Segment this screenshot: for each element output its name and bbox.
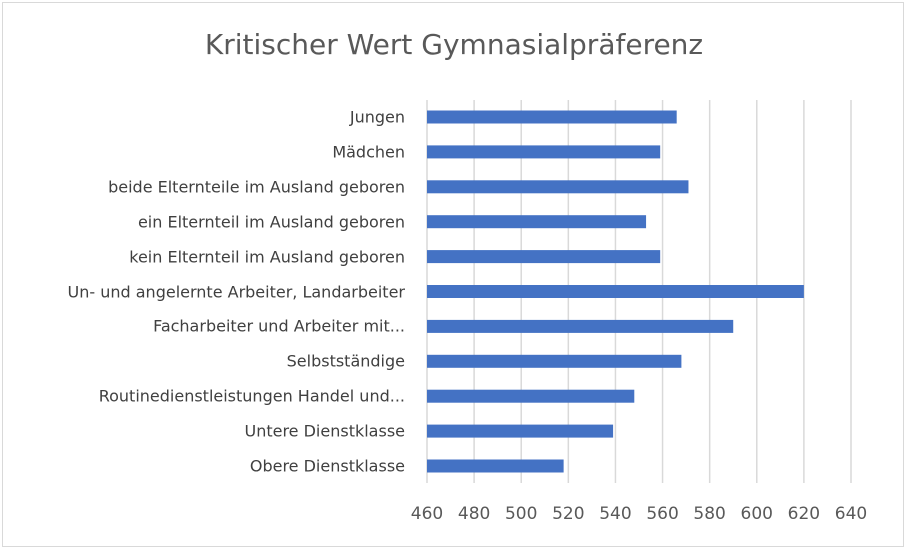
x-tick-label: 560 [646,504,679,524]
bar [427,215,647,229]
category-label: beide Elternteile im Ausland geboren [108,177,405,197]
bar [427,145,661,159]
bar [427,319,734,333]
bar [427,424,614,438]
x-tick-label: 500 [504,504,538,524]
bar [427,110,677,124]
bar [427,250,661,264]
bar [427,354,682,368]
bar [427,459,564,473]
bar [427,285,804,298]
chart-title: Kritischer Wert Gymnasialpräferenz [204,28,704,61]
category-label: Un- und angelernte Arbeiter, Landarbeite… [67,282,405,301]
x-tick-label: 620 [787,504,821,524]
x-tick-label: 480 [457,504,491,524]
category-label: Facharbeiter und Arbeiter mit... [153,316,405,336]
x-tick-label: 600 [740,504,773,524]
category-label: Jungen [349,107,405,127]
x-tick-label: 520 [552,504,585,524]
bar [427,389,635,403]
category-label: ein Elternteil im Ausland geboren [137,212,405,232]
x-tick-label: 640 [834,504,868,524]
category-label: Selbstständige [286,351,405,371]
category-label: Obere Dienstklasse [249,456,405,476]
category-label: kein Elternteil im Ausland geboren [129,247,405,267]
x-tick-label: 540 [599,504,632,524]
category-label: Untere Dienstklasse [244,421,405,441]
bar [427,180,689,194]
category-label: Routinedienstleistungen Handel und... [98,386,405,406]
x-tick-label: 580 [693,504,726,524]
category-label: Mädchen [332,142,405,162]
x-tick-label: 460 [410,504,444,524]
